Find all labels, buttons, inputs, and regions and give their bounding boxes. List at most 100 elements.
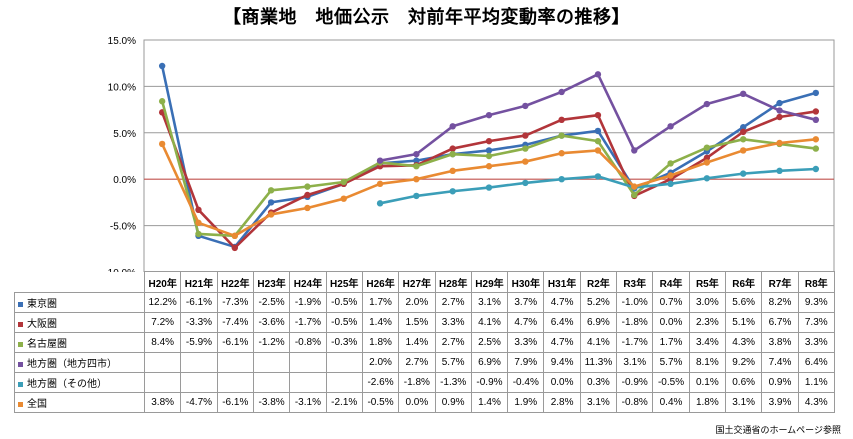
data-label: 3.1% (724, 392, 763, 413)
x-tick-label: R7年 (761, 271, 799, 293)
data-point (413, 163, 420, 170)
x-tick-label: H29年 (470, 271, 509, 293)
data-label: 8.1% (688, 352, 727, 373)
data-label: -0.3% (325, 332, 363, 353)
data-point (522, 179, 529, 187)
data-label: 1.4% (398, 332, 436, 353)
data-label: 3.1% (579, 392, 618, 413)
data-point (667, 123, 674, 130)
x-tick-label: H21年 (180, 271, 218, 293)
data-point (449, 167, 456, 175)
x-tick-label: H30年 (507, 271, 545, 293)
data-point (449, 145, 456, 152)
data-point (667, 160, 674, 167)
chart-title: 【商業地 地価公示 対前年平均変動率の推移】 (223, 7, 630, 28)
data-point (485, 184, 493, 191)
data-label: -2.5% (252, 292, 291, 313)
data-label: 1.7% (361, 292, 400, 313)
data-label (143, 352, 182, 373)
x-tick-label: R4年 (652, 271, 690, 293)
data-point (413, 176, 420, 183)
legend-marker (18, 341, 23, 347)
data-label: 0.7% (652, 292, 690, 313)
data-label: 8.2% (761, 292, 799, 313)
data-label: -3.6% (252, 312, 291, 333)
data-label: -1.8% (398, 372, 436, 393)
x-tick-label: H28年 (434, 271, 472, 293)
data-label: 3.7% (507, 292, 545, 313)
data-label: -1.9% (289, 292, 327, 313)
data-label: 5.2% (579, 292, 618, 313)
data-label: -3.1% (289, 392, 327, 413)
data-label: 1.4% (470, 392, 509, 413)
data-label: 0.4% (652, 392, 690, 413)
data-point (594, 137, 602, 145)
data-point (812, 136, 820, 143)
line-chart: 15.0% 10.0% 5.0% 0.0% -5.0% -10.0% (104, 36, 835, 272)
data-label (216, 372, 254, 393)
data-label: -0.5% (325, 312, 363, 333)
data-point (376, 200, 384, 207)
data-table: H20年 H21年 H22年 H23年 H24年 H25年 H26年 H27年 H28年 H29年… (14, 271, 835, 413)
data-point (522, 158, 529, 165)
data-label: -1.0% (616, 292, 654, 313)
data-label: 0.1% (688, 372, 727, 393)
data-label: 3.4% (688, 332, 727, 353)
table-row: 名古屋圏 8.4% -5.9% -6.1% -1.2% -0.8% -0.3% 1.8% 1.4… (14, 332, 835, 353)
data-point (449, 150, 456, 158)
data-label: 3.3% (797, 332, 835, 353)
series-name: 名古屋圏 (27, 339, 67, 350)
data-point (667, 180, 674, 188)
data-point (631, 191, 638, 199)
data-label: 3.3% (434, 312, 472, 333)
data-label: -6.1% (216, 332, 254, 353)
data-label: 0.0% (543, 372, 581, 393)
data-label: -3.3% (180, 312, 218, 333)
data-label: -6.1% (180, 292, 218, 313)
data-point (703, 144, 711, 151)
x-tick-label: R5年 (688, 271, 727, 293)
series-name: 地方圏（地方四市） (27, 359, 117, 370)
legend-entry: 地方圏（その他） (14, 372, 145, 393)
y-tick-label: 10.0% (108, 82, 136, 93)
data-point (703, 154, 711, 162)
data-label: 6.4% (543, 312, 581, 333)
series-name: 全国 (27, 399, 47, 410)
legend-entry: 全国 (14, 392, 145, 413)
series-name: 大阪圏 (27, 319, 57, 330)
data-label: 1.9% (507, 392, 545, 413)
data-label: 3.8% (143, 392, 182, 413)
x-tick-label: R8年 (797, 271, 835, 293)
data-point (485, 147, 493, 154)
data-label: 2.5% (470, 332, 509, 353)
data-point (195, 219, 202, 227)
data-point (413, 192, 420, 200)
data-label: -6.1% (216, 392, 254, 413)
data-label: 4.7% (543, 332, 581, 353)
x-tick-label: H22年 (216, 271, 254, 293)
data-label: 7.9% (507, 352, 545, 373)
data-point (304, 183, 311, 190)
x-tick-label: H24年 (289, 271, 327, 293)
data-label: 5.1% (724, 312, 763, 333)
data-point (812, 145, 820, 152)
data-label: -1.7% (289, 312, 327, 333)
data-point (776, 107, 783, 114)
legend-marker (18, 321, 23, 327)
data-label: 0.0% (652, 312, 690, 333)
x-tick-label: R2年 (579, 271, 618, 293)
data-label: 9.3% (797, 292, 835, 313)
data-label: 2.8% (543, 392, 581, 413)
data-label: 6.7% (761, 312, 799, 333)
data-label: 1.8% (361, 332, 400, 353)
y-tick-label: -5.0% (110, 222, 136, 233)
data-label: 2.0% (398, 292, 436, 313)
data-label: 6.4% (797, 352, 835, 373)
data-point (812, 116, 820, 124)
data-label: 2.7% (434, 292, 472, 313)
data-point (703, 175, 711, 182)
data-label: 4.1% (470, 312, 509, 333)
data-label: -7.4% (216, 312, 254, 333)
data-label: 0.0% (398, 392, 436, 413)
data-point (304, 204, 311, 212)
